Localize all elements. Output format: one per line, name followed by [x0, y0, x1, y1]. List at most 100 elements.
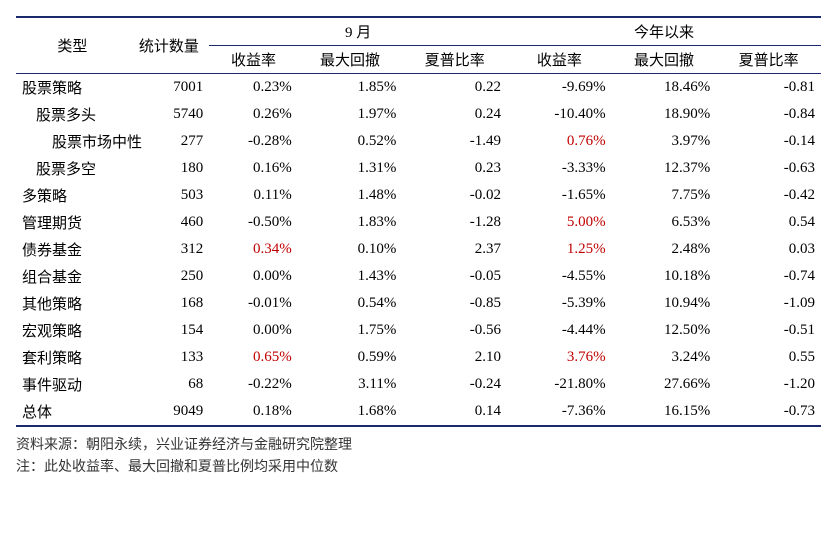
cell-sep-maxdd: 0.10%	[298, 236, 403, 263]
cell-ytd-maxdd: 3.24%	[612, 344, 717, 371]
cell-ytd-sharpe: 0.54	[716, 209, 821, 236]
cell-ytd-sharpe: -0.14	[716, 128, 821, 155]
cell-count: 7001	[129, 74, 210, 102]
cell-ytd-sharpe: -0.63	[716, 155, 821, 182]
table-row: 组合基金2500.00%1.43%-0.05-4.55%10.18%-0.74	[16, 263, 821, 290]
col-ytd-maxdd: 最大回撤	[612, 46, 717, 74]
col-sep-return: 收益率	[209, 46, 298, 74]
cell-sep-sharpe: -0.02	[402, 182, 507, 209]
cell-sep-sharpe: 0.23	[402, 155, 507, 182]
cell-ytd-return: 5.00%	[507, 209, 612, 236]
cell-count: 154	[129, 317, 210, 344]
cell-ytd-return: -4.44%	[507, 317, 612, 344]
cell-sep-maxdd: 3.11%	[298, 371, 403, 398]
cell-sep-return: 0.18%	[209, 398, 298, 426]
table-footer: 资料来源：朝阳永续，兴业证券经济与金融研究院整理 注：此处收益率、最大回撤和夏普…	[16, 435, 821, 480]
col-ytd-sharpe: 夏普比率	[716, 46, 821, 74]
cell-count: 312	[129, 236, 210, 263]
cell-name: 股票多头	[16, 101, 129, 128]
table-row: 宏观策略1540.00%1.75%-0.56-4.44%12.50%-0.51	[16, 317, 821, 344]
footer-note: 注：此处收益率、最大回撤和夏普比例均采用中位数	[16, 457, 821, 479]
cell-sep-return: 0.26%	[209, 101, 298, 128]
cell-sep-return: 0.16%	[209, 155, 298, 182]
cell-name: 多策略	[16, 182, 129, 209]
cell-sep-return: 0.65%	[209, 344, 298, 371]
cell-ytd-return: 0.76%	[507, 128, 612, 155]
cell-name: 股票策略	[16, 74, 129, 102]
cell-sep-sharpe: -0.05	[402, 263, 507, 290]
cell-name: 事件驱动	[16, 371, 129, 398]
table-row: 债券基金3120.34%0.10%2.371.25%2.48%0.03	[16, 236, 821, 263]
table-row: 事件驱动68-0.22%3.11%-0.24-21.80%27.66%-1.20	[16, 371, 821, 398]
cell-ytd-maxdd: 12.50%	[612, 317, 717, 344]
cell-sep-return: 0.34%	[209, 236, 298, 263]
table-row: 多策略5030.11%1.48%-0.02-1.65%7.75%-0.42	[16, 182, 821, 209]
cell-count: 5740	[129, 101, 210, 128]
cell-ytd-sharpe: -0.51	[716, 317, 821, 344]
cell-sep-sharpe: 2.10	[402, 344, 507, 371]
cell-sep-maxdd: 1.83%	[298, 209, 403, 236]
cell-ytd-maxdd: 18.90%	[612, 101, 717, 128]
table-row: 股票多头57400.26%1.97%0.24-10.40%18.90%-0.84	[16, 101, 821, 128]
table-row: 股票市场中性277-0.28%0.52%-1.490.76%3.97%-0.14	[16, 128, 821, 155]
cell-name: 套利策略	[16, 344, 129, 371]
cell-ytd-return: -3.33%	[507, 155, 612, 182]
cell-ytd-return: 1.25%	[507, 236, 612, 263]
cell-sep-maxdd: 1.85%	[298, 74, 403, 102]
cell-ytd-return: -21.80%	[507, 371, 612, 398]
table-row: 股票策略70010.23%1.85%0.22-9.69%18.46%-0.81	[16, 74, 821, 102]
cell-ytd-maxdd: 27.66%	[612, 371, 717, 398]
group-ytd: 今年以来	[507, 17, 821, 46]
cell-ytd-return: -5.39%	[507, 290, 612, 317]
cell-ytd-return: -1.65%	[507, 182, 612, 209]
cell-sep-sharpe: -0.85	[402, 290, 507, 317]
cell-count: 180	[129, 155, 210, 182]
cell-ytd-sharpe: -0.84	[716, 101, 821, 128]
cell-sep-return: 0.11%	[209, 182, 298, 209]
footer-source: 资料来源：朝阳永续，兴业证券经济与金融研究院整理	[16, 435, 821, 457]
cell-name: 组合基金	[16, 263, 129, 290]
cell-sep-sharpe: 0.22	[402, 74, 507, 102]
cell-sep-maxdd: 1.97%	[298, 101, 403, 128]
cell-ytd-maxdd: 18.46%	[612, 74, 717, 102]
cell-ytd-sharpe: -0.81	[716, 74, 821, 102]
cell-sep-maxdd: 1.43%	[298, 263, 403, 290]
cell-ytd-maxdd: 10.94%	[612, 290, 717, 317]
cell-name: 其他策略	[16, 290, 129, 317]
table-row: 其他策略168-0.01%0.54%-0.85-5.39%10.94%-1.09	[16, 290, 821, 317]
cell-count: 503	[129, 182, 210, 209]
cell-ytd-maxdd: 3.97%	[612, 128, 717, 155]
cell-sep-maxdd: 0.59%	[298, 344, 403, 371]
cell-sep-sharpe: -1.49	[402, 128, 507, 155]
cell-name: 管理期货	[16, 209, 129, 236]
cell-sep-maxdd: 1.68%	[298, 398, 403, 426]
cell-ytd-sharpe: -0.73	[716, 398, 821, 426]
cell-ytd-sharpe: -0.74	[716, 263, 821, 290]
table-row: 股票多空1800.16%1.31%0.23-3.33%12.37%-0.63	[16, 155, 821, 182]
cell-sep-sharpe: 0.24	[402, 101, 507, 128]
cell-ytd-return: -10.40%	[507, 101, 612, 128]
table-row: 总体90490.18%1.68%0.14-7.36%16.15%-0.73	[16, 398, 821, 426]
cell-count: 68	[129, 371, 210, 398]
cell-ytd-return: -4.55%	[507, 263, 612, 290]
cell-ytd-maxdd: 2.48%	[612, 236, 717, 263]
cell-ytd-return: 3.76%	[507, 344, 612, 371]
cell-sep-maxdd: 1.75%	[298, 317, 403, 344]
cell-count: 9049	[129, 398, 210, 426]
cell-ytd-sharpe: -1.09	[716, 290, 821, 317]
cell-sep-maxdd: 0.52%	[298, 128, 403, 155]
table-row: 套利策略1330.65%0.59%2.103.76%3.24%0.55	[16, 344, 821, 371]
cell-sep-sharpe: -1.28	[402, 209, 507, 236]
col-ytd-return: 收益率	[507, 46, 612, 74]
cell-count: 133	[129, 344, 210, 371]
cell-sep-maxdd: 1.48%	[298, 182, 403, 209]
cell-sep-maxdd: 0.54%	[298, 290, 403, 317]
cell-sep-return: 0.00%	[209, 263, 298, 290]
cell-sep-sharpe: -0.24	[402, 371, 507, 398]
cell-sep-maxdd: 1.31%	[298, 155, 403, 182]
col-type: 类型	[16, 17, 129, 74]
cell-sep-return: 0.23%	[209, 74, 298, 102]
cell-ytd-maxdd: 16.15%	[612, 398, 717, 426]
cell-name: 总体	[16, 398, 129, 426]
col-sep-maxdd: 最大回撤	[298, 46, 403, 74]
